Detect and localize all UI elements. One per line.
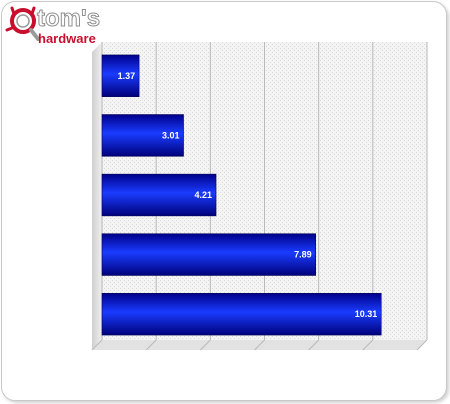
floor-tick bbox=[91, 339, 103, 351]
bar-data-label: 3.01 bbox=[162, 130, 180, 140]
logo-line1: tom's bbox=[37, 5, 100, 32]
bar bbox=[101, 173, 217, 217]
bar-data-label: 10.31 bbox=[355, 309, 378, 319]
floor-tick bbox=[362, 339, 374, 351]
floor-tick bbox=[254, 339, 265, 351]
plot-area: 1.37 3.01 4.21 7.89 10.31 bbox=[91, 42, 428, 351]
bar bbox=[101, 233, 316, 276]
floor-tick bbox=[199, 339, 211, 351]
bar bbox=[101, 114, 184, 157]
logo-line2: hardware bbox=[38, 31, 96, 46]
bar-data-label: 1.37 bbox=[118, 71, 136, 81]
bar bbox=[101, 54, 140, 97]
bar bbox=[101, 293, 382, 336]
floor-tick bbox=[416, 339, 428, 351]
bar-data-label: 4.21 bbox=[194, 190, 212, 200]
bar-data-label: 7.89 bbox=[294, 250, 312, 260]
floor-tick bbox=[145, 339, 157, 351]
toms-hardware-logo: tom's hardware bbox=[5, 5, 101, 46]
side-wall bbox=[92, 42, 102, 350]
magnifier-logo-icon bbox=[5, 6, 40, 41]
floor-tick bbox=[308, 339, 320, 351]
